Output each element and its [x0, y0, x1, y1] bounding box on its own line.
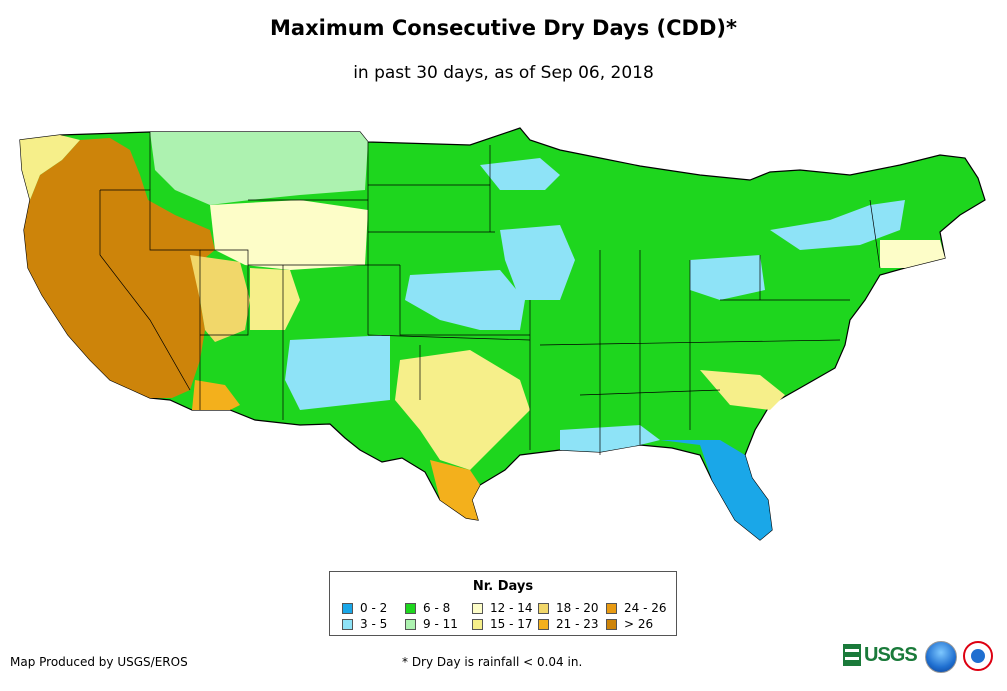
legend-swatch: [472, 618, 483, 630]
legend-label: 21 - 23: [556, 617, 599, 631]
legend-swatch: [538, 618, 549, 630]
legend-label: > 26: [624, 617, 654, 631]
mn-cyan-region: [480, 158, 560, 190]
legend-item: 6 - 8: [405, 601, 450, 615]
south-texas-orange-region: [430, 460, 480, 520]
legend-item: > 26: [606, 617, 653, 631]
legend-item: 0 - 2: [342, 601, 387, 615]
az-orange-region: [192, 380, 240, 410]
legend: Nr. Days 0 - 2 3 - 5 6 - 8 9 - 11 12 - 1…: [329, 571, 677, 636]
new-england-yellow-region: [880, 240, 945, 268]
legend-label: 12 - 14: [490, 601, 533, 615]
legend-item: 15 - 17: [472, 617, 533, 631]
florida-blue-region: [660, 440, 772, 540]
legend-swatch: [405, 602, 416, 614]
carolina-yellow-region: [700, 370, 785, 410]
legend-swatch: [472, 602, 483, 614]
ohio-cyan-region: [690, 255, 765, 300]
legend-item: 3 - 5: [342, 617, 387, 631]
northeast-cyan-region: [770, 200, 905, 250]
legend-item: 24 - 26: [606, 601, 667, 615]
usgs-wordmark: USGS: [864, 643, 918, 666]
usgs-logo: USGS: [843, 642, 921, 668]
state-boundaries: [99, 132, 881, 455]
pnw-yellow-region: [20, 135, 80, 200]
plains-cyan-region: [405, 270, 525, 330]
west-gt26-region: [24, 138, 215, 398]
legend-item: 18 - 20: [538, 601, 599, 615]
gulf-cyan-region: [560, 425, 660, 452]
map-credit: Map Produced by USGS/EROS: [10, 655, 188, 669]
dry-day-footnote: * Dry Day is rainfall < 0.04 in.: [402, 655, 583, 669]
legend-swatch: [405, 618, 416, 630]
legend-swatch: [538, 602, 549, 614]
northern-plains-light-region: [150, 132, 368, 205]
legend-label: 3 - 5: [360, 617, 388, 631]
map-subtitle: in past 30 days, as of Sep 06, 2018: [353, 63, 654, 83]
nm-cyan-region: [285, 335, 390, 410]
southwest-yellow-region: [190, 255, 250, 342]
legend-swatch: [606, 618, 617, 630]
legend-item: 12 - 14: [472, 601, 533, 615]
map-title: Maximum Consecutive Dry Days (CDD)*: [270, 16, 737, 40]
iowa-cyan-region: [500, 225, 575, 300]
legend-label: 6 - 8: [423, 601, 451, 615]
legend-label: 18 - 20: [556, 601, 599, 615]
legend-swatch: [342, 618, 353, 630]
wyoming-yellow-region: [210, 200, 368, 270]
legend-item: 9 - 11: [405, 617, 458, 631]
legend-title: Nr. Days: [472, 579, 534, 594]
nws-logo-icon: [963, 641, 993, 671]
legend-swatch: [342, 602, 353, 614]
legend-label: 24 - 26: [624, 601, 667, 615]
legend-label: 9 - 11: [423, 617, 458, 631]
legend-item: 21 - 23: [538, 617, 599, 631]
usgs-mark-icon: [843, 644, 861, 666]
legend-label: 15 - 17: [490, 617, 533, 631]
legend-label: 0 - 2: [360, 601, 388, 615]
legend-swatch: [606, 602, 617, 614]
texas-yellow-region: [395, 350, 530, 470]
noaa-logo-icon: [925, 641, 957, 673]
colorado-yellow-region: [250, 268, 300, 330]
